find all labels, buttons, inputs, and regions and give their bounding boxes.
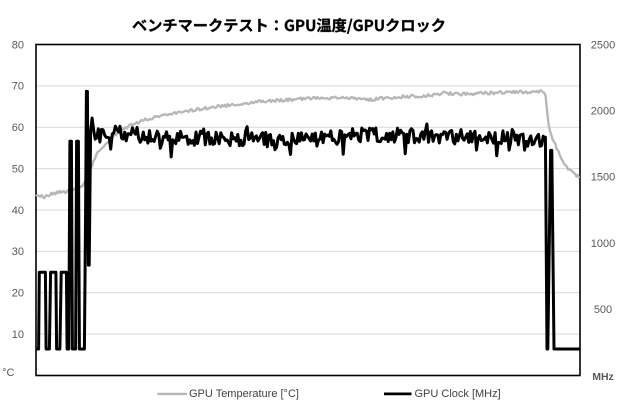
svg-text:70: 70	[12, 81, 24, 93]
svg-text:2000: 2000	[591, 106, 615, 118]
svg-text:60: 60	[12, 122, 24, 134]
svg-text:°C: °C	[2, 367, 14, 379]
svg-text:MHz: MHz	[592, 371, 614, 383]
svg-text:30: 30	[12, 246, 24, 258]
svg-text:10: 10	[12, 329, 24, 341]
svg-text:GPU Temperature [°C]: GPU Temperature [°C]	[189, 388, 299, 400]
svg-text:40: 40	[12, 205, 24, 217]
svg-text:50: 50	[12, 163, 24, 175]
svg-text:1500: 1500	[591, 172, 615, 184]
svg-text:80: 80	[12, 39, 24, 51]
svg-text:GPU Clock [MHz]: GPU Clock [MHz]	[415, 388, 501, 400]
svg-text:20: 20	[12, 288, 24, 300]
svg-text:2500: 2500	[591, 39, 615, 51]
svg-text:500: 500	[594, 304, 612, 316]
svg-text:1000: 1000	[591, 238, 615, 250]
